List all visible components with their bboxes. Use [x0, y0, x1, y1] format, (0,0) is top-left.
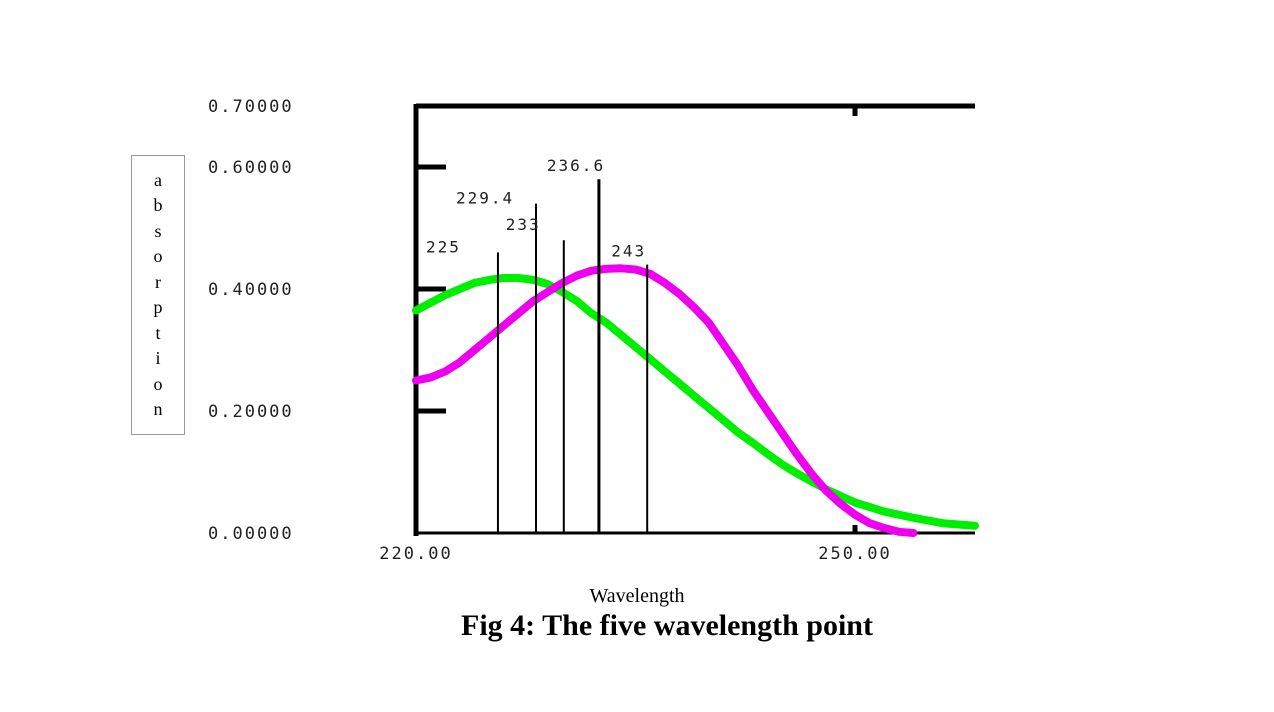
- marker-label: 229.4: [456, 189, 514, 208]
- marker-label: 236.6: [547, 156, 605, 175]
- y-tick-label: 0.00000: [208, 524, 294, 544]
- y-axis-label-letter: r: [155, 271, 161, 292]
- y-axis-label-letter: p: [153, 297, 163, 317]
- y-tick-label: 0.70000: [208, 97, 294, 117]
- series-line-1: [412, 274, 979, 530]
- y-axis-label-letter: b: [153, 195, 163, 215]
- marker-label: 233: [506, 215, 541, 234]
- series-layer: [412, 264, 979, 537]
- marker-label: 225: [426, 237, 461, 256]
- tick-labels: 0.70000 0.60000 0.40000 0.20000 0.00000 220.0…: [208, 97, 891, 564]
- axes: [413, 103, 975, 536]
- y-axis-label-letter: o: [153, 246, 163, 266]
- marker-layer: 225 229.4 233 236.6 243: [426, 156, 649, 533]
- y-axis-label-letter: a: [154, 169, 162, 190]
- y-axis-label-letter: n: [153, 399, 163, 419]
- figure-caption: Fig 4: The five wavelength point: [461, 609, 873, 642]
- x-tick-label: 250.00: [818, 544, 891, 564]
- y-tick-label: 0.60000: [208, 158, 294, 178]
- y-tick-label: 0.20000: [208, 402, 294, 422]
- y-axis-label-letter: i: [155, 348, 161, 368]
- y-axis-label-letter: s: [154, 220, 162, 241]
- marker-label: 243: [611, 242, 646, 261]
- y-axis-label-letter: t: [155, 322, 161, 343]
- y-axis-label-letter: o: [153, 373, 163, 394]
- x-axis-label: Wavelength: [589, 585, 685, 607]
- x-tick-label: 220.00: [379, 544, 452, 564]
- y-tick-label: 0.40000: [208, 280, 294, 300]
